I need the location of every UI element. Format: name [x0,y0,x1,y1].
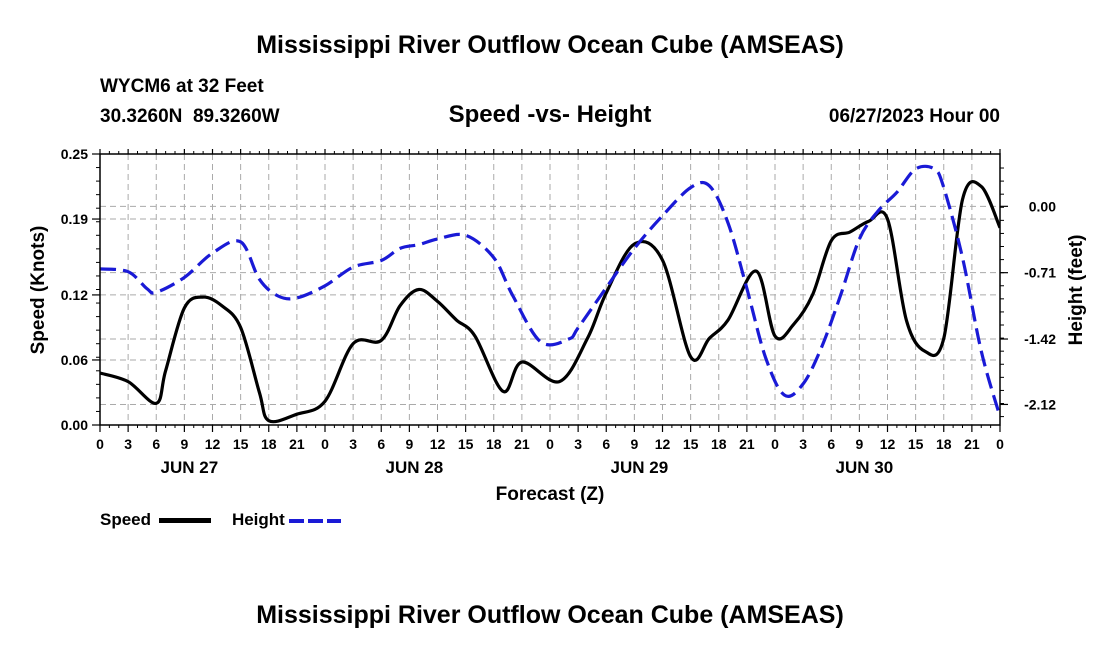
legend-speed-label: Speed [100,510,152,529]
x-tick-label: 6 [152,436,160,452]
y2-tick-label: -1.42 [1024,331,1056,347]
x-tick-label: 12 [655,436,671,452]
y-tick-label: 0.00 [61,417,88,433]
x-tick-label: 21 [964,436,980,452]
x-tick-label: 6 [827,436,835,452]
x-tick-label: 21 [289,436,305,452]
x-tick-label: 3 [124,436,132,452]
y2-tick-label: 0.00 [1029,198,1056,214]
day-label: JUN 29 [611,458,669,477]
series-layer [100,164,1000,424]
x-tick-label: 12 [880,436,896,452]
station-label: WYCM6 at 32 Feet [100,76,264,97]
grid-layer [100,154,1000,425]
x-tick-label: 0 [96,436,104,452]
station-coordinates: 30.3260N 89.3260W [100,106,280,127]
y-tick-label: 0.06 [61,352,88,368]
x-tick-label: 18 [486,436,502,452]
x-tick-label: 21 [514,436,530,452]
x-tick-label: 15 [233,436,249,452]
x-axis-label: Forecast (Z) [496,484,605,505]
x-tick-label: 12 [430,436,446,452]
x-tick-label: 0 [321,436,329,452]
y-tick-label: 0.25 [61,146,88,162]
x-tick-label: 15 [458,436,474,452]
x-tick-label: 9 [630,436,638,452]
x-tick-label: 0 [546,436,554,452]
x-tick-label: 9 [855,436,863,452]
x-tick-label: 6 [377,436,385,452]
y-axis-label: Speed (Knots) [28,226,49,355]
y-tick-label: 0.12 [61,287,88,303]
y2-axis-label: Height (feet) [1066,235,1087,346]
chart-main-title: Mississippi River Outflow Ocean Cube (AM… [256,31,844,59]
x-tick-label: 3 [349,436,357,452]
x-tick-label: 9 [180,436,188,452]
series-line-height [100,164,1000,418]
x-tick-label: 0 [771,436,779,452]
x-tick-label: 6 [602,436,610,452]
legend: Speed Height [100,510,342,530]
x-tick-label: 15 [683,436,699,452]
forecast-date: 06/27/2023 Hour 00 [828,106,1000,127]
x-tick-label: 0 [996,436,1004,452]
x-tick-label: 18 [261,436,277,452]
y-tick-label: 0.19 [61,211,88,227]
x-tick-label: 3 [799,436,807,452]
x-tick-label: 21 [739,436,755,452]
legend-height-swatch [289,518,342,523]
day-label: JUN 27 [161,458,219,477]
chart-subtitle: Speed -vs- Height [448,101,652,128]
day-label: JUN 28 [386,458,444,477]
x-tick-label: 3 [574,436,582,452]
day-label: JUN 30 [836,458,894,477]
legend-height-label: Height [231,510,285,529]
x-tick-label: 9 [405,436,413,452]
axis-layer: 0 3 6 9 12 15 18 21 0 3 6 9 12 15 18 21 0 3 6 9 12 15 18 21 0 3 6 9… [61,146,1056,477]
bottom-title: Mississippi River Outflow Ocean Cube (AM… [256,601,844,629]
y2-tick-label: -0.71 [1024,265,1056,281]
x-tick-label: 18 [711,436,727,452]
x-tick-label: 18 [936,436,952,452]
legend-speed-swatch [159,518,212,524]
y2-tick-label: -2.12 [1024,396,1056,412]
x-tick-label: 12 [205,436,221,452]
x-tick-label: 15 [908,436,924,452]
